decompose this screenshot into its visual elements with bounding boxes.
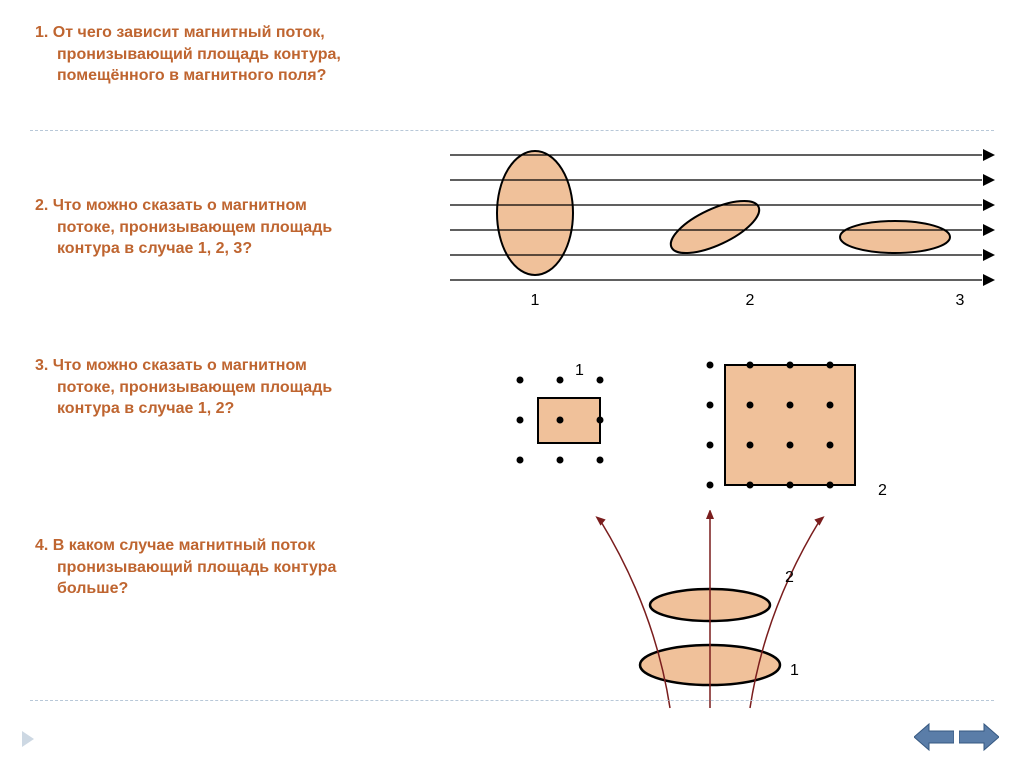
q2-l3: контура в случае 1, 2, 3? [35, 238, 415, 260]
q1-l2: пронизывающий площадь контура, [35, 44, 415, 66]
diagram-2: 12 [500, 360, 920, 500]
question-3: 3. Что можно сказать о магнитном потоке,… [35, 355, 415, 420]
q3-num: 3. [35, 357, 48, 374]
q4-l1: В каком случае магнитный поток [53, 537, 315, 554]
slide-bullet-icon [22, 731, 34, 747]
diagram-3: 12 [540, 510, 880, 710]
q4-l2: пронизывающий площадь контура [35, 557, 415, 579]
svg-text:2: 2 [785, 569, 794, 586]
svg-text:2: 2 [878, 482, 887, 499]
q3-l1: Что можно сказать о магнитном [53, 357, 307, 374]
q1-num: 1. [35, 24, 48, 41]
svg-text:2: 2 [746, 292, 755, 309]
svg-text:1: 1 [575, 362, 584, 379]
diagram-1: 1 2 3 [450, 145, 995, 325]
prev-button[interactable] [914, 722, 954, 752]
q2-l2: потоке, пронизывающем площадь [35, 217, 415, 239]
q4-l3: больше? [35, 578, 415, 600]
q2-l1: Что можно сказать о магнитном [53, 197, 307, 214]
next-button[interactable] [959, 722, 999, 752]
question-2: 2. Что можно сказать о магнитном потоке,… [35, 195, 415, 260]
question-1: 1. От чего зависит магнитный поток, прон… [35, 22, 415, 87]
divider-2 [30, 700, 994, 701]
q2-num: 2. [35, 197, 48, 214]
q3-l2: потоке, пронизывающем площадь [35, 377, 415, 399]
svg-text:3: 3 [956, 292, 965, 309]
q4-num: 4. [35, 537, 48, 554]
svg-text:1: 1 [790, 662, 799, 679]
q3-l3: контура в случае 1, 2? [35, 398, 415, 420]
q1-l1: От чего зависит магнитный поток, [53, 24, 325, 41]
svg-text:1: 1 [531, 292, 540, 309]
q1-l3: помещённого в магнитного поля? [35, 65, 415, 87]
question-4: 4. В каком случае магнитный поток прониз… [35, 535, 415, 600]
divider-1 [30, 130, 994, 131]
